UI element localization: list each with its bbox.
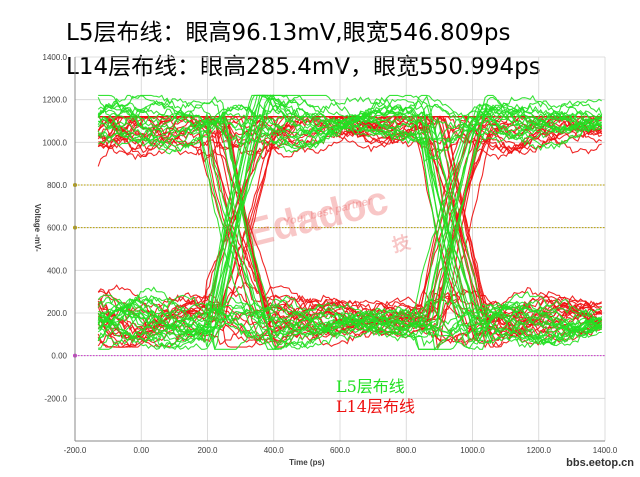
x-tick-label: 400.0 xyxy=(264,446,285,455)
x-axis-label: Time (ps) xyxy=(289,458,325,467)
x-tick-label: 200.0 xyxy=(197,446,218,455)
trace-l5 xyxy=(97,296,602,351)
trace-l5 xyxy=(97,306,602,351)
chart-title-l14: L14层布线：眼高285.4mV，眼宽550.994ps xyxy=(66,54,541,80)
trace-l5 xyxy=(97,116,603,344)
x-tick-label: 600.0 xyxy=(330,446,351,455)
y-tick-label: 200.0 xyxy=(47,309,68,318)
axes xyxy=(74,57,605,442)
x-tick-label: 0.00 xyxy=(133,446,149,455)
x-tick-label: 800.0 xyxy=(396,446,417,455)
x-tick-labels: -200.0 0.00 200.0 400.0 600.0 800.0 1000.0 1200… xyxy=(64,446,618,455)
trace-l5 xyxy=(97,104,602,346)
y-tick-label: 600.0 xyxy=(47,224,68,233)
site-watermark: bbs.eetop.cn xyxy=(566,457,634,469)
trace-l5 xyxy=(97,94,602,335)
trace-l5 xyxy=(97,103,602,343)
legend-entry-l14: L14层布线 xyxy=(336,397,415,416)
y-tick-label: 1400.0 xyxy=(43,53,68,62)
trace-l5 xyxy=(98,96,603,338)
y-tick-label: 1000.0 xyxy=(43,138,68,147)
eye-traces xyxy=(97,94,603,351)
reference-lines xyxy=(73,183,605,358)
x-tick-label: 1200.0 xyxy=(527,446,552,455)
x-tick-label: -200.0 xyxy=(64,446,87,455)
trace-l5 xyxy=(98,94,602,348)
trace-l5 xyxy=(97,101,602,164)
y-tick-label: 0.00 xyxy=(51,352,67,361)
trace-l5 xyxy=(97,103,603,144)
y-tick-label: 800.0 xyxy=(47,181,68,190)
y-tick-label: 1200.0 xyxy=(43,96,68,105)
trace-l5 xyxy=(98,295,602,350)
trace-l5 xyxy=(97,94,603,130)
trace-l5 xyxy=(98,104,602,335)
x-tick-label: 1400.0 xyxy=(593,446,618,455)
y-tick-label: 400.0 xyxy=(47,266,68,275)
trace-l5 xyxy=(97,103,603,140)
trace-l5 xyxy=(97,94,603,333)
y-axis-label: Voltage -mV- xyxy=(33,204,42,252)
chart-title-l5: L5层布线：眼高96.13mV,眼宽546.809ps xyxy=(66,20,511,46)
legend-entry-l5: L5层布线 xyxy=(336,377,405,396)
y-tick-labels: 1400.0 1200.0 1000.0 800.0 600.0 400.0 200.0 0.… xyxy=(43,53,68,403)
x-tick-label: 1000.0 xyxy=(460,446,485,455)
y-tick-label: -200.0 xyxy=(44,394,67,403)
